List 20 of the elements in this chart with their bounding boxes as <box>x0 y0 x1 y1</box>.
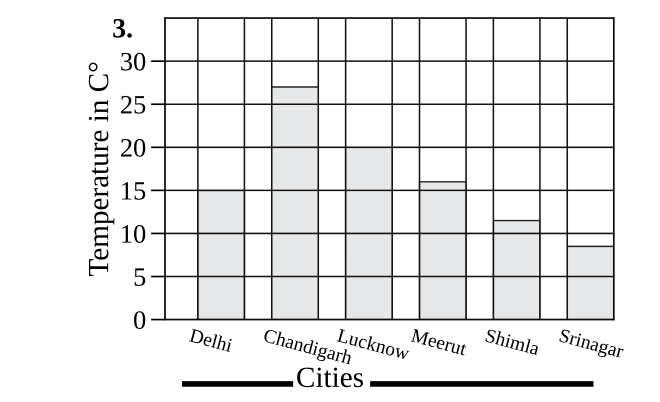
x-tick-label: Meerut <box>410 328 468 356</box>
y-tick-label: 15 <box>122 182 146 200</box>
bar <box>344 146 393 320</box>
y-tick-label: 30 <box>121 52 146 71</box>
bar <box>271 86 319 320</box>
bar <box>197 190 246 320</box>
x-tick-label: Srinagar <box>558 328 625 362</box>
y-tick-label: 20 <box>121 138 146 157</box>
x-tick-label: Shimla <box>485 328 540 356</box>
chart-title: 3. <box>113 18 132 38</box>
x-axis-title: Cities <box>297 368 363 388</box>
bar <box>492 220 541 320</box>
y-tick-label: 25 <box>121 96 146 114</box>
y-tick-label: 0 <box>134 311 146 330</box>
y-axis-title: Temperature in C° <box>88 62 114 276</box>
bar <box>418 181 467 320</box>
bar <box>566 246 614 320</box>
x-tick-label: Delhi <box>188 328 234 352</box>
y-tick-label: 5 <box>134 268 146 286</box>
y-tick-label: 10 <box>122 225 146 243</box>
